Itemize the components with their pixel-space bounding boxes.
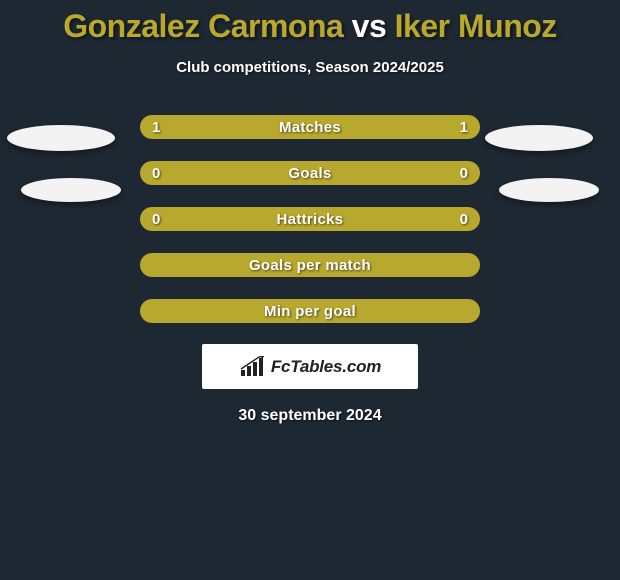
stat-left-value: 0: [152, 211, 160, 228]
badge-text: FcTables.com: [271, 357, 381, 377]
chart-icon: [239, 356, 265, 378]
player2-name: Iker Munoz: [395, 8, 557, 44]
date-text: 30 september 2024: [0, 407, 620, 425]
stat-bar-matches: 1 Matches 1: [140, 115, 480, 139]
stat-left-value: 1: [152, 119, 160, 136]
stat-right-value: 0: [460, 211, 468, 228]
stat-label: Matches: [279, 119, 341, 136]
player-ellipse: [499, 178, 599, 202]
stat-row: Min per goal: [0, 288, 620, 334]
stat-row: 0 Hattricks 0: [0, 196, 620, 242]
player1-name: Gonzalez Carmona: [63, 8, 343, 44]
stat-label: Hattricks: [277, 211, 344, 228]
page-title: Gonzalez Carmona vs Iker Munoz: [0, 0, 620, 45]
player-ellipse: [7, 125, 115, 151]
vs-text: vs: [352, 8, 387, 44]
player-ellipse: [21, 178, 121, 202]
stat-right-value: 1: [460, 119, 468, 136]
stat-label: Min per goal: [264, 303, 356, 320]
subtitle: Club competitions, Season 2024/2025: [0, 59, 620, 76]
stat-bar-min-per-goal: Min per goal: [140, 299, 480, 323]
stat-bar-hattricks: 0 Hattricks 0: [140, 207, 480, 231]
stat-bar-goals-per-match: Goals per match: [140, 253, 480, 277]
player-ellipse: [485, 125, 593, 151]
stat-row: Goals per match: [0, 242, 620, 288]
stat-label: Goals per match: [249, 257, 371, 274]
source-badge: FcTables.com: [202, 344, 418, 389]
stat-left-value: 0: [152, 165, 160, 182]
stat-bar-goals: 0 Goals 0: [140, 161, 480, 185]
stat-label: Goals: [288, 165, 331, 182]
stat-right-value: 0: [460, 165, 468, 182]
